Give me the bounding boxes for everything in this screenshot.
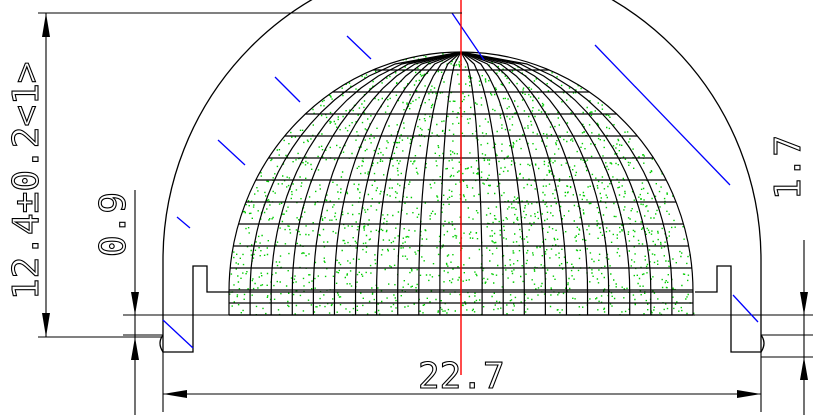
left-flange [162, 265, 229, 353]
speckle-dots [229, 53, 695, 316]
dome-texture [229, 53, 695, 316]
width-label: 22.7 [418, 356, 505, 397]
flange-gap-label: 0.9 [93, 192, 134, 257]
outer-shell [162, 0, 762, 317]
shell-hatching [162, 12, 759, 349]
rim-height-dimension: 1.7 [767, 134, 810, 415]
left-flange-lip [159, 334, 164, 353]
rim-height-label: 1.7 [768, 135, 809, 200]
right-flange-lip [760, 334, 765, 353]
height-dimension: 12.4±0.2<1> [5, 12, 462, 338]
height-dimension-label: 12.4±0.2<1> [6, 62, 47, 300]
right-flange [695, 265, 762, 353]
flange-gap-dimension: 0.9 [92, 190, 139, 415]
width-dimension: 22.7 [162, 352, 762, 412]
